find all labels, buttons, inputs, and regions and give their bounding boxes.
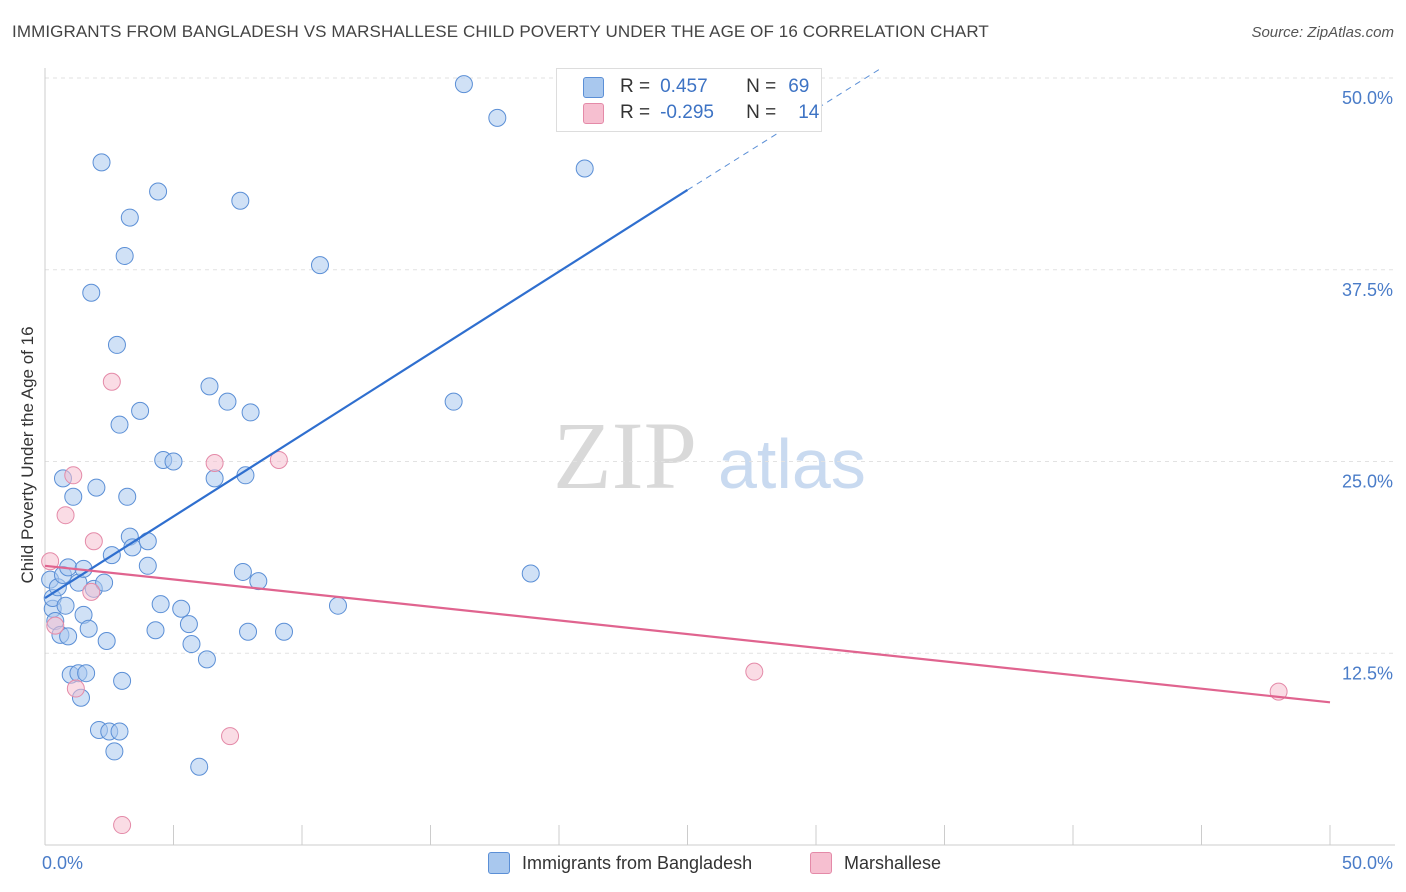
bangladesh-point	[197, 650, 216, 669]
bangladesh-point	[151, 595, 170, 614]
bangladesh-point	[149, 182, 168, 201]
bangladesh-legend-label: Immigrants from Bangladesh	[522, 852, 753, 873]
bangladesh-legend-swatch	[488, 852, 510, 874]
bangladesh-point	[205, 469, 224, 488]
n-value: 69	[788, 76, 810, 97]
marshallese-point	[46, 616, 65, 635]
bangladesh-point	[120, 208, 139, 227]
bottom-legend-bangladesh: Immigrants from Bangladesh	[488, 852, 752, 874]
stats-legend-row-bangladesh: R = 0.457 N = 69	[583, 75, 809, 99]
n-label: N =	[746, 102, 777, 123]
bangladesh-point	[310, 256, 329, 275]
marshallese-point	[221, 727, 240, 746]
bangladesh-point	[179, 615, 198, 634]
bangladesh-point	[118, 487, 137, 506]
marshallese-point	[66, 679, 85, 698]
bangladesh-point	[110, 415, 129, 434]
marshallese-point	[84, 532, 103, 551]
bangladesh-point	[190, 757, 209, 776]
bangladesh-point	[92, 153, 111, 172]
watermark-zip-text: ZIP	[553, 402, 697, 509]
y-tick-label: 37.5%	[1342, 280, 1393, 300]
x-tick-label-max: 50.0%	[1342, 853, 1393, 873]
n-label: N =	[746, 76, 777, 97]
axes	[44, 68, 1395, 846]
y-tick-label: 12.5%	[1342, 663, 1393, 683]
y-tick-label: 50.0%	[1342, 88, 1393, 108]
marshallese-point	[269, 450, 288, 469]
chart-title: IMMIGRANTS FROM BANGLADESH VS MARSHALLES…	[12, 22, 989, 41]
bangladesh-points	[41, 75, 594, 776]
bangladesh-point	[107, 335, 126, 354]
r-value: 0.457	[660, 76, 708, 97]
bangladesh-point	[64, 487, 83, 506]
bangladesh-point	[249, 572, 268, 591]
x-tick-labels: 0.0% 50.0%	[42, 853, 1393, 873]
marshallese-trend-line	[44, 564, 1331, 704]
bangladesh-point	[110, 722, 129, 741]
y-tick-label: 25.0%	[1342, 472, 1393, 492]
bangladesh-point	[164, 452, 183, 471]
bangladesh-point	[146, 621, 165, 640]
bangladesh-point	[575, 159, 594, 178]
marshallese-point	[113, 816, 132, 835]
bangladesh-point	[56, 596, 75, 615]
stats-legend: R = 0.457 N = 69 R = -0.295 N = 14	[556, 68, 822, 132]
bangladesh-point	[488, 108, 507, 127]
bangladesh-point	[113, 671, 132, 690]
bangladesh-point	[200, 377, 219, 396]
marshallese-point	[102, 372, 121, 391]
y-tick-labels: 12.5% 25.0% 37.5% 50.0%	[1342, 88, 1393, 683]
marshallese-point	[56, 506, 75, 525]
marshallese-points	[41, 372, 1288, 835]
bangladesh-point	[97, 631, 116, 650]
bangladesh-point	[77, 664, 96, 683]
bangladesh-point	[87, 478, 106, 497]
stats-legend-row-marshallese: R = -0.295 N = 14	[583, 101, 819, 125]
bangladesh-point	[239, 622, 258, 641]
bangladesh-point	[521, 564, 540, 583]
watermark-atlas-text: atlas	[718, 425, 866, 503]
marshallese-swatch	[583, 102, 604, 124]
bangladesh-point	[241, 403, 260, 422]
bangladesh-point	[444, 392, 463, 411]
trend-lines	[44, 68, 1331, 704]
bangladesh-point	[328, 596, 347, 615]
bangladesh-swatch	[583, 76, 604, 98]
bangladesh-point	[82, 283, 101, 302]
bangladesh-point	[105, 742, 124, 761]
marshallese-point	[745, 662, 764, 681]
marshallese-point	[82, 582, 101, 601]
bangladesh-trend-line	[44, 189, 689, 599]
source-label: Source: ZipAtlas.com	[1251, 24, 1394, 41]
bangladesh-point	[79, 619, 98, 638]
r-label: R =	[620, 76, 651, 97]
bangladesh-point	[182, 635, 201, 654]
bangladesh-point	[115, 246, 134, 265]
bangladesh-point	[454, 75, 473, 94]
bangladesh-point	[59, 627, 78, 646]
bangladesh-point	[275, 622, 294, 641]
r-label: R =	[620, 102, 651, 123]
n-value: 14	[798, 102, 820, 123]
bottom-legend-marshallese: Marshallese	[810, 852, 941, 874]
bangladesh-point	[218, 392, 237, 411]
bangladesh-point	[233, 562, 252, 581]
marshallese-point	[205, 454, 224, 473]
r-value: -0.295	[660, 102, 714, 123]
bangladesh-point	[95, 573, 114, 592]
bangladesh-point	[172, 599, 191, 618]
marshallese-legend-label: Marshallese	[844, 852, 942, 873]
bangladesh-point	[138, 556, 157, 575]
bangladesh-point	[231, 191, 250, 210]
watermark: ZIP atlas	[553, 402, 866, 509]
marshallese-point	[64, 466, 83, 485]
bangladesh-point	[131, 401, 150, 420]
marshallese-legend-swatch	[810, 852, 832, 874]
x-tick-label-min: 0.0%	[42, 853, 83, 873]
